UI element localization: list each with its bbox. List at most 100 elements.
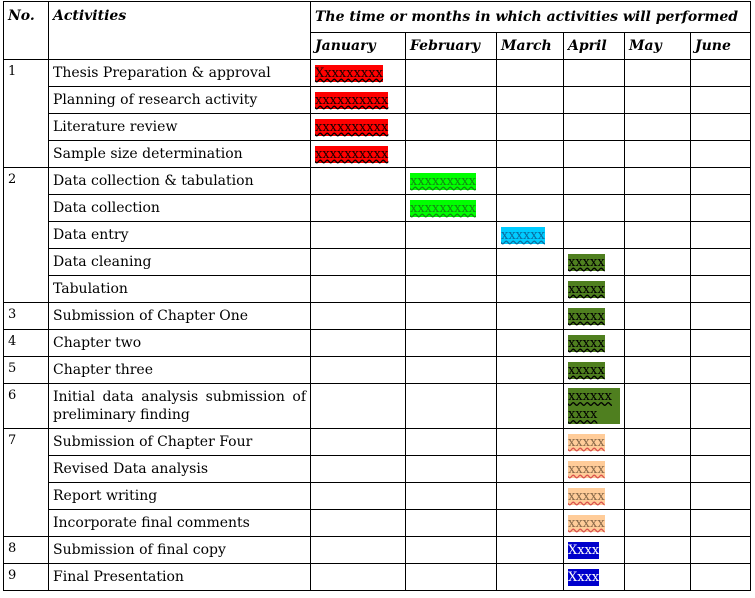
- activity-cell: Planning of research activity: [48, 86, 311, 114]
- month-cell: [496, 329, 564, 357]
- month-cell: [624, 275, 691, 303]
- month-cell: [310, 329, 406, 357]
- month-header-june: June: [690, 32, 751, 60]
- table-row: 5 Chapter three xxxxx: [3, 356, 751, 384]
- month-cell: [496, 509, 564, 537]
- table-row: Tabulation xxxxx: [4, 275, 751, 303]
- month-cell: [496, 140, 564, 168]
- month-header-february: February: [405, 32, 497, 60]
- activity-cell: Submission of final copy: [48, 536, 311, 564]
- month-cell: [563, 221, 625, 249]
- schedule-bar: Xxxxxxxxx: [315, 64, 383, 82]
- month-cell: [496, 302, 564, 330]
- month-cell: [310, 383, 406, 429]
- month-cell: [690, 356, 751, 384]
- row-number: 6: [3, 383, 49, 429]
- month-cell: [496, 482, 564, 510]
- month-cell: [690, 194, 751, 222]
- col-header-timeframe: The time or months in which activities w…: [310, 1, 751, 33]
- month-cell: xxxxxxxxxx: [310, 86, 406, 114]
- month-cell: [624, 482, 691, 510]
- header-row-2: January February March April May June: [4, 32, 751, 60]
- month-cell: [624, 536, 691, 564]
- activity-cell: Chapter two: [48, 329, 311, 357]
- month-cell: [310, 428, 406, 456]
- row-number: 4: [3, 329, 49, 357]
- month-cell: xxxxxxxxxx: [310, 113, 406, 141]
- month-cell: [563, 140, 625, 168]
- month-cell: [405, 113, 497, 141]
- month-cell: [405, 302, 497, 330]
- month-cell: [405, 329, 497, 357]
- month-cell: [310, 194, 406, 222]
- month-cell: [624, 455, 691, 483]
- schedule-bar: xxxxx: [568, 334, 605, 352]
- month-cell: [624, 302, 691, 330]
- month-cell: [563, 167, 625, 195]
- activity-cell: Tabulation: [48, 275, 311, 303]
- month-cell: [690, 509, 751, 537]
- schedule-bar: xxxxxxxxx: [410, 199, 476, 217]
- table-row: 2 Data collection & tabulation xxxxxxxxx: [3, 167, 751, 303]
- month-cell: xxxxxxxxx: [405, 167, 497, 195]
- activity-cell: Data cleaning: [48, 248, 311, 276]
- month-cell: [310, 563, 406, 591]
- month-cell: [310, 167, 406, 195]
- activity-cell: Thesis Preparation & approval: [48, 59, 311, 87]
- schedule-bar: xxxxx: [568, 460, 605, 478]
- row-number: 9: [3, 563, 49, 591]
- month-cell: xxxxx: [563, 275, 625, 303]
- table-row: Sample size determination xxxxxxxxxx: [4, 140, 751, 168]
- month-cell: [690, 563, 751, 591]
- activity-cell: Chapter three: [48, 356, 311, 384]
- month-cell: [405, 140, 497, 168]
- month-cell: [624, 428, 691, 456]
- month-cell: [496, 563, 564, 591]
- row-number: 7: [3, 428, 49, 537]
- month-cell: [690, 59, 751, 87]
- table-row: Data entry xxxxxx: [4, 221, 751, 249]
- month-cell: [496, 59, 564, 87]
- month-cell: [405, 275, 497, 303]
- month-cell: xxxxx: [563, 509, 625, 537]
- month-cell: xxxxxx xxxx: [563, 383, 625, 429]
- row-number: 3: [3, 302, 49, 330]
- month-header-march: March: [496, 32, 564, 60]
- month-cell: [624, 356, 691, 384]
- month-cell: [405, 482, 497, 510]
- month-cell: [690, 248, 751, 276]
- schedule-bar: xxxxxxxxxx: [315, 118, 389, 136]
- month-cell: [563, 194, 625, 222]
- month-cell: xxxxx: [563, 455, 625, 483]
- month-cell: [563, 86, 625, 114]
- month-cell: [405, 248, 497, 276]
- month-cell: xxxxx: [563, 356, 625, 384]
- month-header-april: April: [563, 32, 625, 60]
- row-number: 5: [3, 356, 49, 384]
- month-cell: [624, 59, 691, 87]
- header-row-1: No. Activities The time or months in whi…: [3, 1, 751, 60]
- month-cell: [690, 302, 751, 330]
- month-cell: xxxxx: [563, 329, 625, 357]
- month-cell: xxxxxxxxx: [405, 194, 497, 222]
- activity-cell: Data collection & tabulation: [48, 167, 311, 195]
- table-row: Literature review xxxxxxxxxx: [4, 113, 751, 141]
- month-cell: [310, 221, 406, 249]
- month-cell: [405, 428, 497, 456]
- table-row: Planning of research activity xxxxxxxxxx: [4, 86, 751, 114]
- month-cell: [690, 140, 751, 168]
- month-cell: [405, 455, 497, 483]
- month-cell: [310, 536, 406, 564]
- schedule-bar: xxxxxxxxxx: [315, 91, 389, 109]
- activity-cell: Report writing: [48, 482, 311, 510]
- month-cell: [405, 221, 497, 249]
- month-cell: [624, 194, 691, 222]
- activity-cell: Final Presentation: [48, 563, 311, 591]
- table-row: Revised Data analysis xxxxx: [4, 455, 751, 483]
- month-cell: [496, 167, 564, 195]
- table-row: Data cleaning xxxxx: [4, 248, 751, 276]
- plan-body: 1 Thesis Preparation & approval Xxxxxxxxx P…: [3, 59, 751, 591]
- month-cell: [310, 248, 406, 276]
- month-cell: [690, 329, 751, 357]
- month-cell: [496, 428, 564, 456]
